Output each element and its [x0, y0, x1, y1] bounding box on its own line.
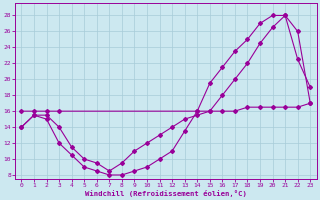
X-axis label: Windchill (Refroidissement éolien,°C): Windchill (Refroidissement éolien,°C) [85, 190, 247, 197]
